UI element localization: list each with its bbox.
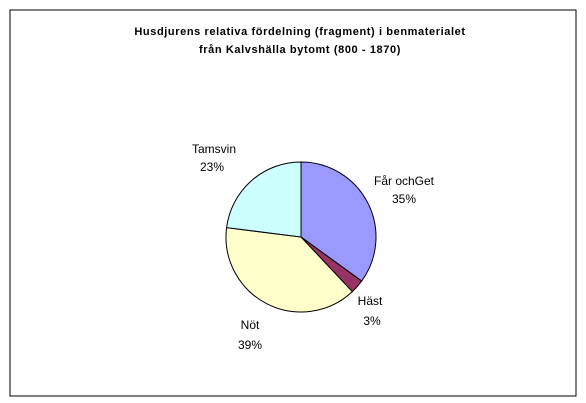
slice-value-label: 35% xyxy=(392,192,416,206)
chart-title: Husdjurens relativa fördelning (fragment… xyxy=(134,26,465,38)
pie-slice xyxy=(226,161,302,238)
slice-label: Får ochGet xyxy=(374,174,435,188)
slice-label: Häst xyxy=(358,294,383,308)
chart-title: från Kalvshälla bytomt (800 - 1870) xyxy=(199,44,401,56)
slice-value-label: 3% xyxy=(363,314,381,328)
slice-value-label: 39% xyxy=(238,338,262,352)
slice-label: Nöt xyxy=(241,318,260,332)
pie-slice xyxy=(300,161,377,282)
pie-slice xyxy=(225,227,354,313)
slice-value-label: 23% xyxy=(200,160,224,174)
slice-label: Tamsvin xyxy=(192,142,236,156)
